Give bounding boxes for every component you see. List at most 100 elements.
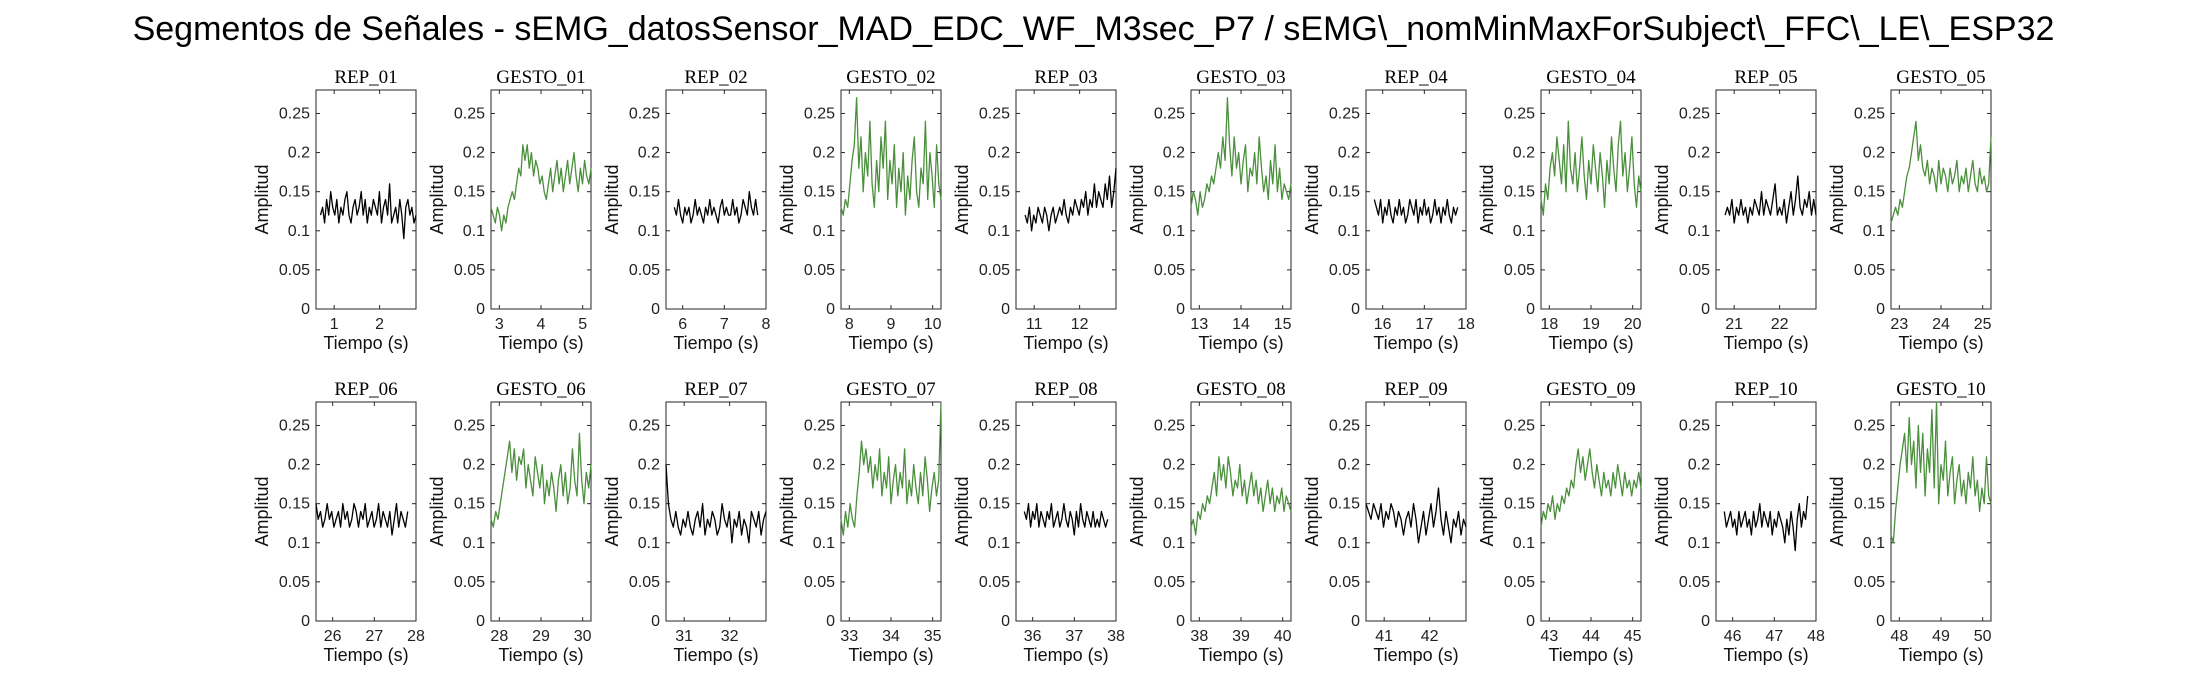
y-tick-label: 0.15 <box>804 184 835 201</box>
x-tick-label: 14 <box>1232 316 1250 333</box>
y-tick-label: 0.05 <box>629 574 660 591</box>
y-tick-label: 0.25 <box>804 105 835 122</box>
x-tick-label: 7 <box>720 316 729 333</box>
x-axis-label: Tiempo (s) <box>1548 333 1633 353</box>
panel-title: GESTO_04 <box>1546 67 1636 88</box>
x-tick-label: 20 <box>1624 316 1642 333</box>
y-tick-label: 0.1 <box>288 223 310 240</box>
panel-rep-06: 0 0.05 0.1 0.15 0.2 0.25 26 27 28 REP_06 Tiempo (s… <box>252 379 425 665</box>
y-tick-label: 0.2 <box>813 145 835 162</box>
y-tick-label: 0 <box>826 613 835 630</box>
y-axis-label: Amplitud <box>1477 164 1497 234</box>
plot-area <box>1365 401 1467 622</box>
y-tick-label: 0.05 <box>1329 262 1360 279</box>
x-tick-label: 38 <box>1107 628 1125 645</box>
y-tick-label: 0.2 <box>638 457 660 474</box>
y-axis-label: Amplitud <box>1127 476 1147 546</box>
panel-gesto-10: 0 0.05 0.1 0.15 0.2 0.25 48 49 50 GESTO_10 Tiempo … <box>1827 379 1992 665</box>
y-tick-label: 0.2 <box>988 145 1010 162</box>
panel-title: GESTO_05 <box>1896 67 1985 88</box>
panel-gesto-04: 0 0.05 0.1 0.15 0.2 0.25 18 19 20 GESTO_04 Tiempo … <box>1477 67 1642 353</box>
y-axis-label: Amplitud <box>1652 164 1672 234</box>
x-axis-label: Tiempo (s) <box>1898 645 1983 665</box>
y-tick-label: 0.05 <box>1504 262 1535 279</box>
x-tick-label: 10 <box>924 316 942 333</box>
panel-title: REP_04 <box>1384 67 1448 88</box>
signal-line <box>1190 456 1292 536</box>
y-tick-label: 0.05 <box>1679 262 1710 279</box>
y-tick-label: 0.1 <box>1513 223 1535 240</box>
y-tick-label: 0.2 <box>288 457 310 474</box>
y-tick-label: 0 <box>476 613 485 630</box>
y-tick-label: 0.05 <box>804 262 835 279</box>
x-tick-label: 48 <box>1890 628 1908 645</box>
signal-line <box>673 191 759 224</box>
y-tick-label: 0.2 <box>1688 145 1710 162</box>
y-tick-label: 0.05 <box>1504 574 1535 591</box>
x-axis-label: Tiempo (s) <box>498 333 583 353</box>
y-tick-label: 0.2 <box>288 145 310 162</box>
x-axis-label: Tiempo (s) <box>1373 645 1458 665</box>
x-tick-label: 8 <box>845 316 854 333</box>
x-tick-label: 5 <box>578 316 587 333</box>
y-tick-label: 0.1 <box>1163 535 1185 552</box>
signal-line <box>315 503 409 536</box>
y-tick-label: 0.15 <box>1679 496 1710 513</box>
x-tick-label: 46 <box>1724 628 1742 645</box>
signal-line <box>490 144 592 232</box>
x-tick-label: 37 <box>1065 628 1083 645</box>
signal-line <box>1890 401 1992 544</box>
x-tick-label: 40 <box>1274 628 1292 645</box>
y-tick-label: 0.05 <box>279 574 310 591</box>
y-tick-label: 0.05 <box>454 574 485 591</box>
y-axis-label: Amplitud <box>1302 476 1322 546</box>
plot-area <box>1015 89 1117 310</box>
y-axis-label: Amplitud <box>1652 476 1672 546</box>
panel-rep-07: 0 0.05 0.1 0.15 0.2 0.25 31 32 REP_07 Tiempo (s) A… <box>602 379 767 665</box>
y-tick-label: 0 <box>1001 613 1010 630</box>
y-tick-label: 0 <box>301 613 310 630</box>
x-axis-label: Tiempo (s) <box>1023 333 1108 353</box>
y-tick-label: 0 <box>651 613 660 630</box>
y-tick-label: 0 <box>1351 301 1360 318</box>
panel-gesto-07: 0 0.05 0.1 0.15 0.2 0.25 33 34 35 GESTO_07 Tiempo … <box>777 379 942 665</box>
y-tick-label: 0.2 <box>463 145 485 162</box>
x-axis-label: Tiempo (s) <box>1023 645 1108 665</box>
x-tick-label: 28 <box>407 628 425 645</box>
x-axis-label: Tiempo (s) <box>323 333 408 353</box>
y-tick-label: 0.05 <box>804 574 835 591</box>
panel-title: GESTO_10 <box>1896 379 1985 400</box>
y-tick-label: 0.15 <box>1329 184 1360 201</box>
y-tick-label: 0 <box>1876 613 1885 630</box>
y-tick-label: 0.25 <box>1504 105 1535 122</box>
x-tick-label: 47 <box>1765 628 1783 645</box>
x-tick-label: 24 <box>1932 316 1950 333</box>
y-tick-label: 0.25 <box>1154 105 1185 122</box>
x-tick-label: 25 <box>1974 316 1992 333</box>
y-tick-label: 0.15 <box>979 496 1010 513</box>
panel-title: REP_09 <box>1384 379 1447 400</box>
y-tick-label: 0.15 <box>1679 184 1710 201</box>
signal-line <box>490 432 592 528</box>
y-tick-label: 0.05 <box>454 262 485 279</box>
y-tick-label: 0.05 <box>979 262 1010 279</box>
x-tick-label: 43 <box>1540 628 1558 645</box>
y-axis-label: Amplitud <box>602 476 622 546</box>
x-tick-label: 36 <box>1024 628 1042 645</box>
plot-area <box>490 89 592 310</box>
y-tick-label: 0.15 <box>804 496 835 513</box>
y-tick-label: 0.1 <box>988 223 1010 240</box>
panel-title: REP_10 <box>1734 379 1797 400</box>
x-tick-label: 39 <box>1232 628 1250 645</box>
signal-line <box>840 401 942 536</box>
signal-line <box>1024 168 1117 232</box>
y-tick-label: 0.1 <box>638 223 660 240</box>
y-axis-label: Amplitud <box>252 164 272 234</box>
y-tick-label: 0.15 <box>979 184 1010 201</box>
panel-title: REP_06 <box>334 379 397 400</box>
x-axis-label: Tiempo (s) <box>1198 645 1283 665</box>
x-tick-label: 35 <box>924 628 942 645</box>
panel-gesto-08: 0 0.05 0.1 0.15 0.2 0.25 38 39 40 GESTO_08 Tiempo … <box>1127 379 1292 665</box>
y-tick-label: 0.2 <box>638 145 660 162</box>
y-tick-label: 0.15 <box>454 496 485 513</box>
